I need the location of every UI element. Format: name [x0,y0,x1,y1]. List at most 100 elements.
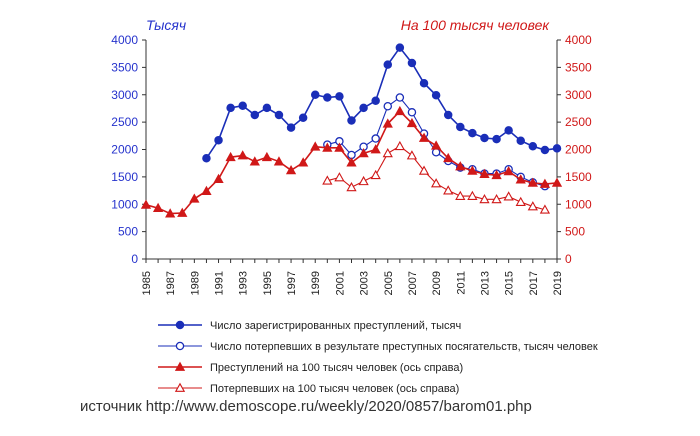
left-y-tick-label: 1500 [111,170,138,184]
x-tick-label: 2013 [479,271,491,295]
x-tick-label: 1985 [141,271,153,295]
left-axis-title: Тысяч [146,17,186,33]
data-point [395,43,405,52]
left-y-tick-label: 4000 [111,33,138,47]
data-point [213,173,224,183]
data-point [480,133,489,143]
data-point [177,207,188,217]
data-point [358,147,369,158]
data-point [504,126,513,135]
data-point [491,193,502,204]
left-y-tick-label: 2500 [111,115,138,129]
data-point [189,193,200,203]
data-point [225,151,236,162]
data-point [370,144,381,154]
data-point [382,147,393,158]
data-point [274,110,284,120]
data-point [456,122,465,132]
right-y-tick-label: 4000 [565,33,592,47]
legend-item-4: Потерпевших на 100 тысяч человек (ось сп… [158,382,459,395]
data-point [286,123,296,132]
data-point [455,190,466,200]
data-point [334,172,345,182]
data-point [539,178,551,188]
legend-item-3: Преступлений на 100 тысяч человек (ось с… [158,361,463,374]
x-tick-label: 2009 [431,271,443,295]
left-y-tick-label: 2000 [111,143,138,157]
data-point [358,175,369,186]
left-y-tick-label: 3000 [111,88,138,102]
legend-label: Потерпевших на 100 тысяч человек (ось сп… [210,383,459,395]
x-tick-label: 2007 [407,271,419,295]
data-point [394,105,405,116]
data-point [467,165,478,175]
data-point [175,341,185,351]
data-point [407,108,417,117]
data-point [467,190,478,200]
right-y-tick-label: 500 [565,225,585,239]
data-point [527,177,538,187]
data-point [430,140,442,150]
series-line [205,46,558,159]
x-tick-label: 2005 [383,271,395,295]
data-point [322,175,333,185]
data-point [370,169,381,180]
data-point [347,116,356,125]
data-point [515,174,526,184]
legend-label: Число потерпевших в результате преступны… [210,341,598,353]
x-tick-label: 1991 [214,271,226,295]
data-point [174,361,186,371]
data-point [419,79,429,88]
data-point [503,166,514,176]
x-tick-label: 2001 [334,271,346,295]
data-point [443,152,454,163]
x-tick-label: 1995 [262,271,274,295]
x-tick-label: 1999 [310,271,322,295]
data-point [430,178,442,188]
x-tick-label: 1987 [165,271,177,295]
data-point [250,110,260,120]
data-point [346,181,357,192]
data-point [310,90,320,100]
data-point [202,154,211,163]
data-point [503,191,514,201]
data-point [175,320,185,330]
data-point [359,103,368,113]
right-y-tick-label: 2000 [565,143,592,157]
right-axis-title: На 100 тысяч человек [401,17,551,33]
right-y-tick-label: 0 [565,252,572,266]
x-tick-label: 2003 [359,271,371,295]
right-y-tick-label: 1000 [565,197,592,211]
data-point [418,165,430,175]
data-point [455,161,466,171]
data-point [262,103,272,113]
data-point [237,150,248,160]
data-point [418,132,430,142]
data-point [140,199,152,209]
data-point [285,164,297,175]
data-point [552,144,562,153]
data-point [527,201,538,211]
series-3 [140,105,563,218]
data-point [515,196,526,206]
right-y-tick-label: 2500 [565,115,592,129]
data-point [174,382,186,392]
data-point [443,185,454,195]
legend-item-2: Число потерпевших в результате преступны… [158,341,598,353]
x-tick-label: 2019 [552,271,564,295]
line-chart: Тысяч На 100 тысяч человек 0 0 500 500 1000 1… [111,17,598,395]
data-point [298,157,309,167]
data-point [407,58,417,68]
data-point [492,134,501,144]
x-tick-label: 1993 [238,271,250,295]
data-point [479,168,490,179]
data-point [539,204,551,214]
series-4 [322,140,551,214]
data-point [371,96,380,106]
data-point [226,103,235,113]
series-1 [202,43,562,163]
data-point [382,118,393,128]
data-point [540,145,550,155]
data-point [298,113,308,122]
data-point [214,135,223,145]
